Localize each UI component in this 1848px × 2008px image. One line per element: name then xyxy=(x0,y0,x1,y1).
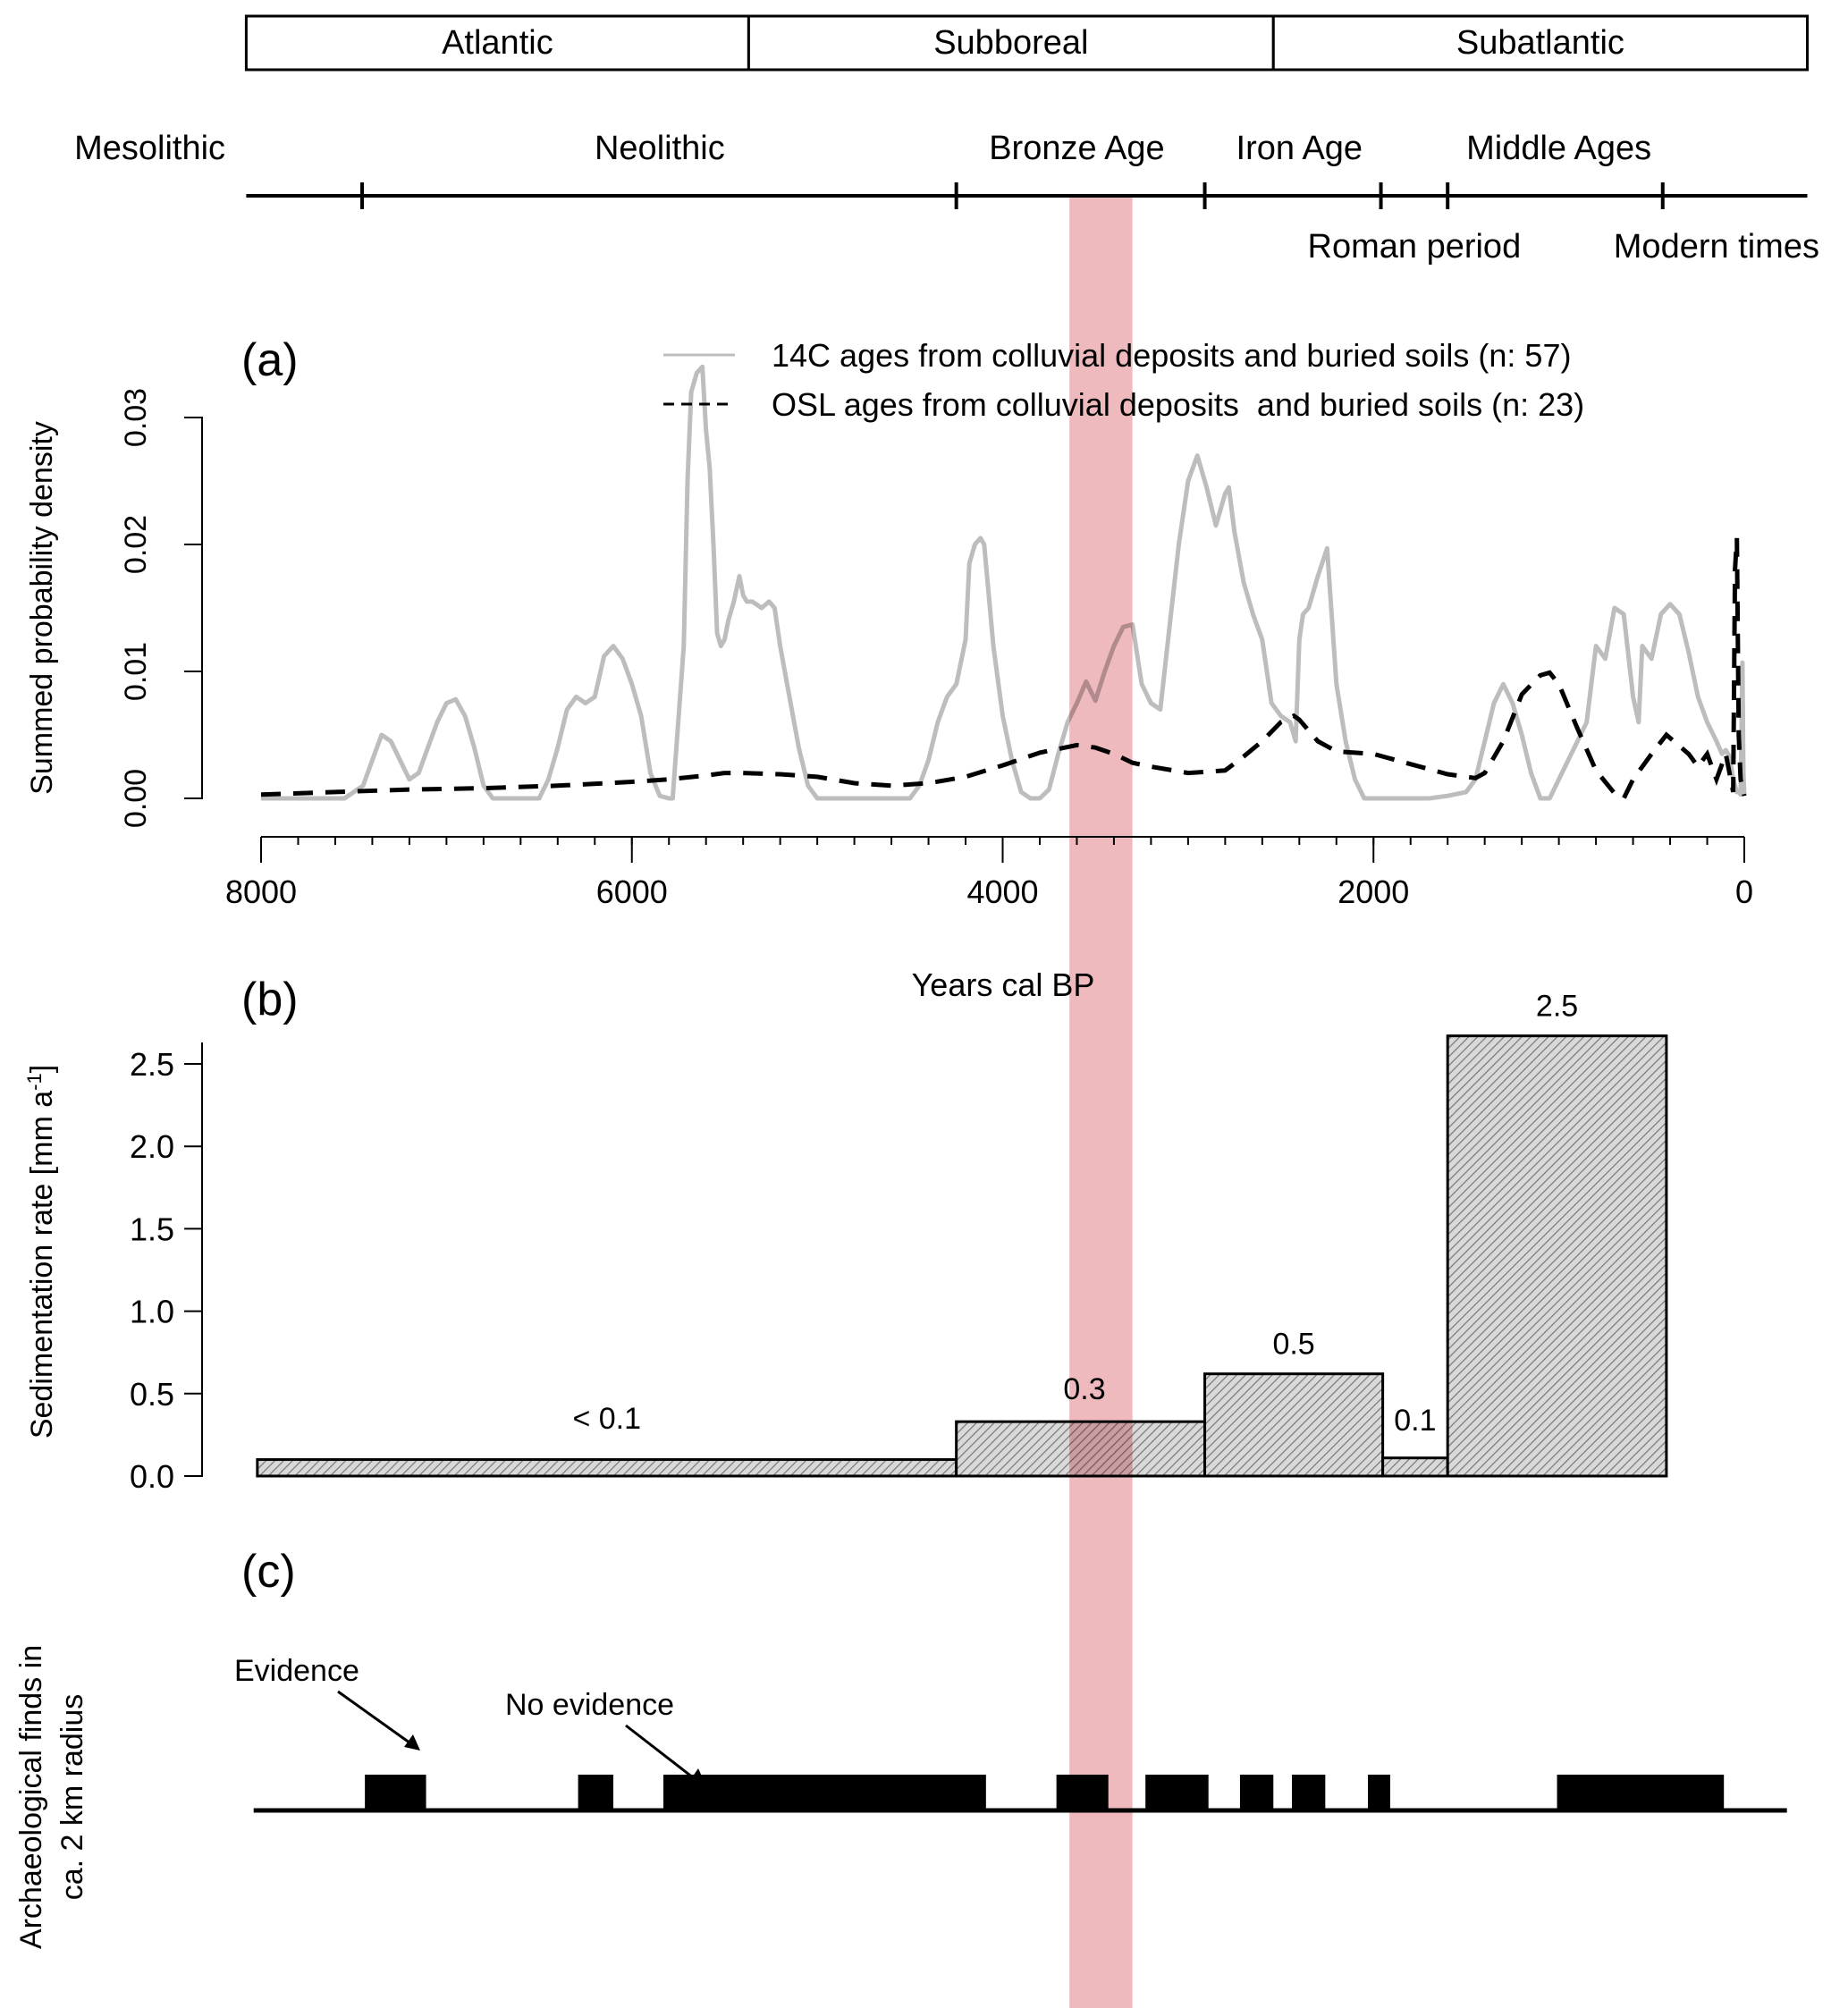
panel-c: (c) Archaeological finds in ca. 2 km rad… xyxy=(14,1546,1787,1949)
annotation-evidence: Evidence xyxy=(234,1654,359,1688)
y-tick-label-b: 0.5 xyxy=(130,1376,174,1413)
y-tick-label-b: 1.0 xyxy=(130,1294,174,1330)
arrow-evidence-shaft xyxy=(337,1690,414,1747)
x-tick-label-a: 8000 xyxy=(225,873,297,910)
cultural-period-label: Neolithic xyxy=(595,130,725,167)
bar-value-label: < 0.1 xyxy=(572,1402,641,1436)
evidence-block xyxy=(578,1775,614,1810)
x-axis-label-a: Years cal BP xyxy=(912,966,1095,1003)
y-axis-label-c-line1: Archaeological finds in xyxy=(14,1645,48,1949)
x-tick-label-a: 6000 xyxy=(596,873,668,910)
bar-value-label: 0.1 xyxy=(1394,1404,1436,1438)
cultural-period-label: Middle Ages xyxy=(1466,130,1651,167)
y-tick-label-b: 0.0 xyxy=(130,1458,174,1495)
evidence-block xyxy=(663,1775,986,1810)
y-tick-label-a: 0.03 xyxy=(119,388,153,447)
evidence-blocks xyxy=(365,1775,1725,1810)
sedimentation-bar xyxy=(256,1458,958,1478)
climate-period-label: Atlantic xyxy=(442,24,553,62)
cultural-period-label: Roman period xyxy=(1308,228,1522,266)
x-tick-label-a: 2000 xyxy=(1337,873,1409,910)
y-axis-label-b-end: ] xyxy=(25,1065,59,1073)
climate-period-label: Subboreal xyxy=(933,24,1088,62)
y-axis-label-b: Sedimentation rate [mm a-1] xyxy=(23,1065,59,1439)
climate-period-box xyxy=(1271,14,1810,72)
y-tick-label-b: 1.5 xyxy=(130,1211,174,1247)
series-osl-line xyxy=(260,537,1747,802)
series-14c-line xyxy=(261,364,1747,801)
panel-label-c: (c) xyxy=(241,1546,296,1598)
evidence-block xyxy=(365,1775,426,1810)
x-tick-label-a: 0 xyxy=(1735,873,1753,910)
sedimentation-bar xyxy=(1381,1456,1449,1478)
bars-b: < 0.10.30.50.12.5 xyxy=(256,990,1668,1478)
y-ticks-b: 0.0 0.5 1.0 1.5 2.0 2.5 xyxy=(130,1046,202,1495)
evidence-block xyxy=(1292,1775,1326,1810)
evidence-block xyxy=(1368,1775,1390,1810)
evidence-block xyxy=(1557,1775,1725,1810)
y-tick-label-a: 0.00 xyxy=(119,769,153,828)
sedimentation-bar xyxy=(1203,1372,1385,1478)
y-tick-label-b: 2.0 xyxy=(130,1128,174,1165)
evidence-block xyxy=(1239,1775,1274,1810)
panel-b: (b) Sedimentation rate [mm a-1] 0.0 0.5 1.… xyxy=(23,974,1668,1495)
y-axis-label-b-main: Sedimentation rate [mm a xyxy=(25,1091,59,1439)
sedimentation-bar xyxy=(1446,1034,1668,1478)
climate-periods: Atlantic Subboreal Subatlantic xyxy=(244,14,1810,72)
y-axis-label-c-line2: ca. 2 km radius xyxy=(55,1694,89,1901)
arrow-no-evidence-head xyxy=(688,1768,706,1786)
y-axis-label-a: Summed probability density xyxy=(25,421,59,795)
bar-value-label: 2.5 xyxy=(1536,990,1578,1024)
cultural-period-label: Iron Age xyxy=(1236,130,1363,167)
legend-label-14c: 14C ages from colluvial deposits and bur… xyxy=(772,337,1571,374)
arrow-no-evidence-shaft xyxy=(625,1724,698,1783)
panel-a: (a) Summed probability density 0.000.010… xyxy=(25,334,1753,1003)
evidence-block xyxy=(1145,1775,1209,1810)
y-tick-label-b: 2.5 xyxy=(130,1046,174,1083)
arrow-evidence-head xyxy=(404,1734,420,1751)
cultural-timeline: Mesolithic Neolithic Bronze Age Iron Age Mid… xyxy=(74,130,1819,266)
y-ticks-a: 0.00 0.01 0.02 0.03 xyxy=(119,388,202,828)
bar-value-label: 0.5 xyxy=(1272,1328,1314,1362)
climate-period-box xyxy=(244,14,750,72)
legend-label-osl: OSL ages from colluvial deposits and bur… xyxy=(772,386,1584,423)
climate-period-label: Subatlantic xyxy=(1456,24,1624,62)
highlight-band xyxy=(1069,198,1133,2008)
legend: 14C ages from colluvial deposits and bur… xyxy=(663,337,1584,423)
y-tick-label-a: 0.02 xyxy=(119,515,153,574)
panel-label-a: (a) xyxy=(241,334,299,386)
x-axis-a: 8000 6000 4000 2000 0 xyxy=(225,836,1753,910)
annotation-no-evidence: No evidence xyxy=(505,1688,674,1722)
panel-label-b: (b) xyxy=(241,974,299,1025)
climate-period-box xyxy=(747,14,1275,72)
y-tick-label-a: 0.01 xyxy=(119,642,153,701)
cultural-period-label: Modern times xyxy=(1614,228,1819,266)
cultural-period-label: Bronze Age xyxy=(989,130,1164,167)
x-tick-label-a: 4000 xyxy=(966,873,1038,910)
y-axis-label-b-sup: -1 xyxy=(23,1073,46,1091)
cultural-period-label: Mesolithic xyxy=(74,130,225,167)
